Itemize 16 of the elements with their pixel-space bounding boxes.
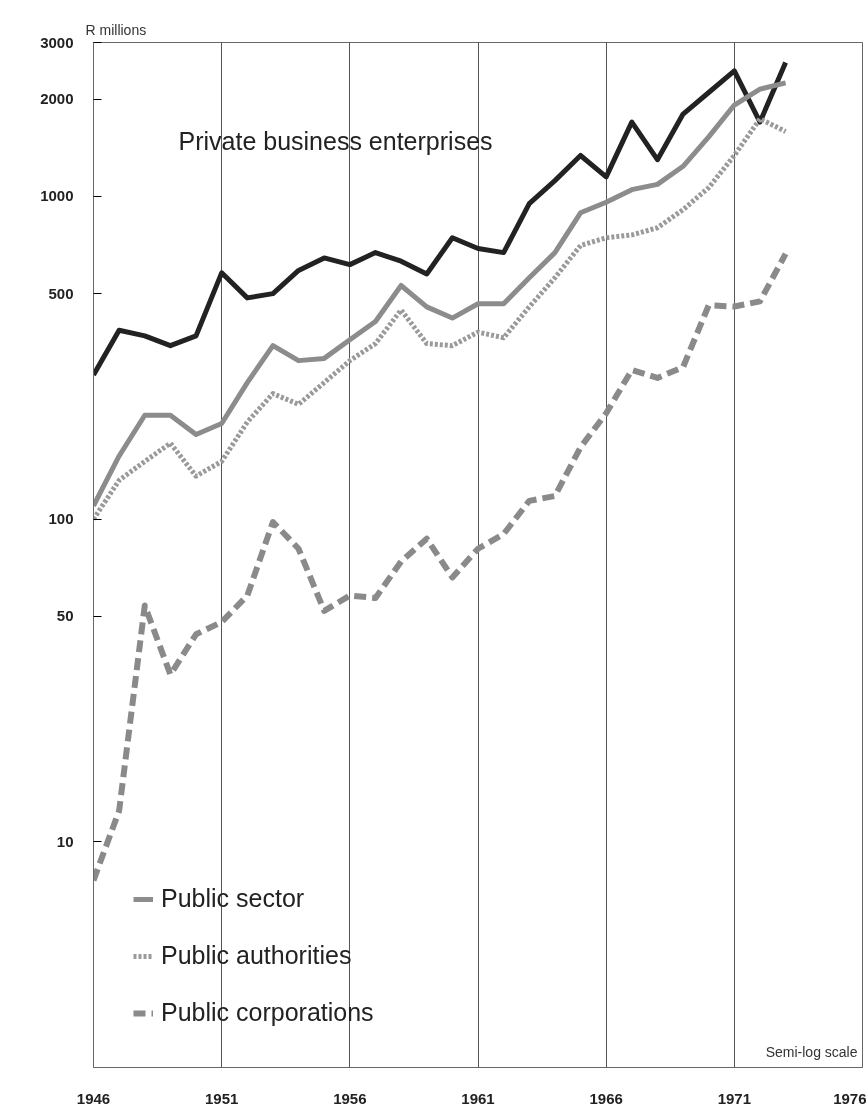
y-axis-title: R millions: [85, 21, 147, 38]
y-tick-label: 50: [56, 607, 74, 625]
y-tick-label: 100: [48, 510, 74, 528]
x-tick-label: 1956: [333, 1089, 367, 1107]
y-tick-label: 500: [48, 284, 74, 302]
x-tick-label: 1961: [461, 1089, 495, 1107]
x-tick-label: 1946: [76, 1089, 111, 1107]
x-tick-label: 1976: [833, 1089, 866, 1107]
y-tick-label: 1000: [40, 187, 74, 205]
y-tick-label: 2000: [40, 90, 74, 108]
annotation: Semi-log scale: [765, 1043, 858, 1060]
y-tick-label: 3000: [40, 33, 74, 51]
x-tick-label: 1966: [589, 1089, 623, 1107]
x-tick-label: 1951: [204, 1089, 239, 1107]
y-tick-label: 10: [56, 832, 74, 850]
x-tick-label: 1971: [717, 1089, 752, 1107]
